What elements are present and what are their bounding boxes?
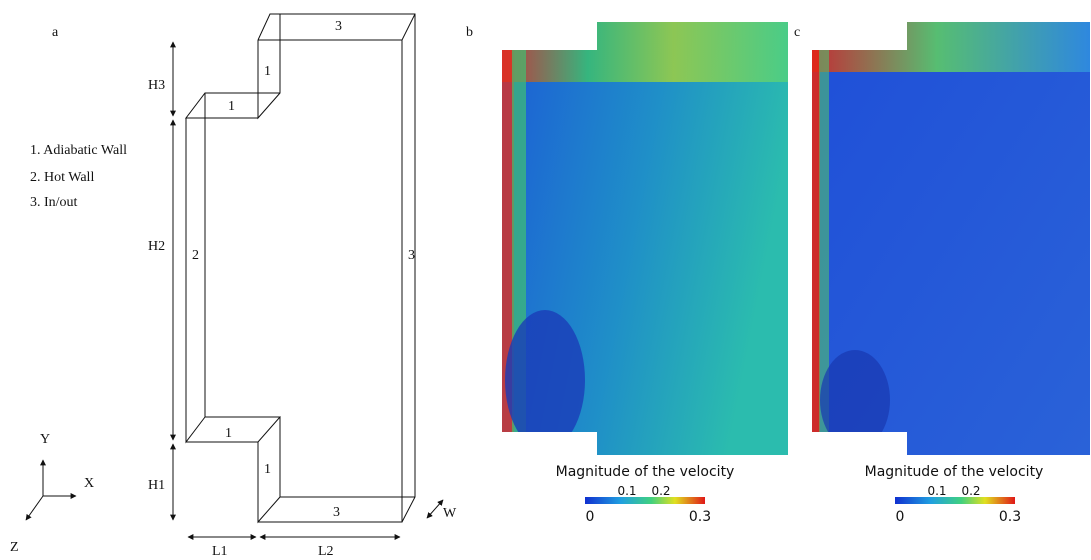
axis-label: Y — [40, 432, 50, 447]
face-label: 1 — [228, 99, 235, 114]
legend-item: 3. In/out — [30, 195, 78, 210]
axis-label: X — [84, 476, 94, 491]
colorbar-tick: 0.3 — [689, 509, 711, 525]
velocity-field — [812, 22, 1090, 455]
colorbar-tick: 0.2 — [651, 484, 670, 498]
velocity-field — [502, 22, 788, 455]
axes-triad — [26, 460, 76, 520]
face-label: 3 — [408, 248, 415, 263]
colorbar-tick: 0.3 — [999, 509, 1021, 525]
colorbar — [585, 497, 705, 504]
panel-c: c Magnitude of the velocity 0 0.1 0.2 0.… — [794, 22, 1090, 525]
colorbar — [895, 497, 1015, 504]
legend-item: 1. Adiabatic Wall — [30, 143, 127, 158]
panel-label: b — [466, 25, 473, 40]
face-label: 3 — [333, 505, 340, 520]
colorbar-title: Magnitude of the velocity — [556, 464, 735, 480]
colorbar-tick: 0.1 — [617, 484, 636, 498]
face-label: 2 — [192, 248, 199, 263]
face-label: 3 — [335, 19, 342, 34]
face-label: 1 — [264, 462, 271, 477]
panel-a: a 1. Adiabatic Wall 2. Hot Wall 3. In/ou… — [10, 14, 457, 559]
dimension-label: H1 — [148, 478, 165, 493]
panel-label: c — [794, 25, 800, 40]
dimension-label: L2 — [318, 544, 334, 559]
figure: a 1. Adiabatic Wall 2. Hot Wall 3. In/ou… — [0, 0, 1091, 560]
panel-b: b Magnitude of the velocity 0 0.1 0.2 0.… — [466, 22, 788, 525]
dimension-label: H3 — [148, 78, 165, 93]
colorbar-tick: 0.1 — [927, 484, 946, 498]
dimension-label: L1 — [212, 544, 228, 559]
colorbar-tick: 0 — [896, 509, 905, 525]
colorbar-tick: 0.2 — [961, 484, 980, 498]
dimension-label: W — [443, 506, 457, 521]
colorbar-tick: 0 — [586, 509, 595, 525]
geometry — [186, 14, 415, 522]
face-label: 1 — [225, 426, 232, 441]
panel-label: a — [52, 25, 59, 40]
dimension-label: H2 — [148, 239, 165, 254]
face-label: 1 — [264, 64, 271, 79]
legend-item: 2. Hot Wall — [30, 170, 94, 185]
colorbar-title: Magnitude of the velocity — [865, 464, 1044, 480]
axis-label: Z — [10, 540, 19, 555]
